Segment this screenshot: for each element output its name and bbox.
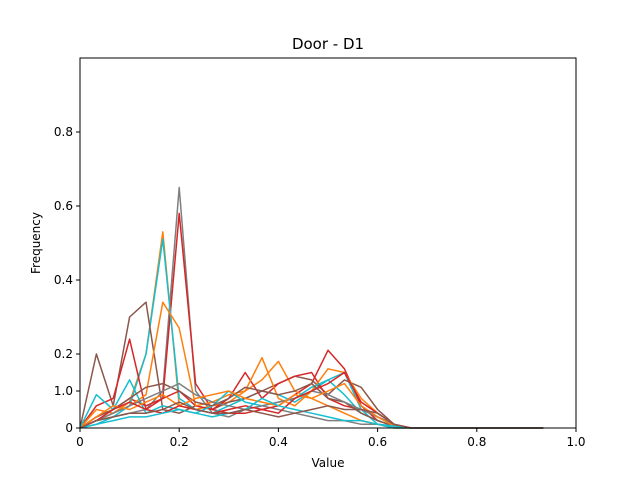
y-tick-label: 0 — [65, 421, 73, 435]
plot-frame — [79, 57, 577, 429]
x-tick-label: 0 — [76, 435, 84, 449]
y-tick-label: 0.8 — [54, 125, 73, 139]
y-axis-ticks: 0 1.0 0.2 0.4 0.6 0.8 — [54, 125, 80, 435]
y-tick-label: 0.6 — [54, 199, 73, 213]
x-tick-label: 0.4 — [269, 435, 288, 449]
x-tick-label: 0.2 — [170, 435, 189, 449]
y-axis-label: Frequency — [29, 212, 43, 274]
x-tick-label: 0.6 — [368, 435, 387, 449]
y-tick-label: 0.4 — [54, 273, 73, 287]
x-tick-label: 0.8 — [467, 435, 486, 449]
x-axis-ticks: 0 0.2 0.4 0.6 0.8 1.0 — [76, 428, 586, 449]
x-tick-label: 1.0 — [566, 435, 585, 449]
y-tick-label: 0.2 — [54, 347, 73, 361]
x-axis-label: Value — [312, 456, 345, 470]
y-tick-label: 1.0 — [54, 384, 73, 398]
chart-title: Door - D1 — [292, 35, 364, 53]
